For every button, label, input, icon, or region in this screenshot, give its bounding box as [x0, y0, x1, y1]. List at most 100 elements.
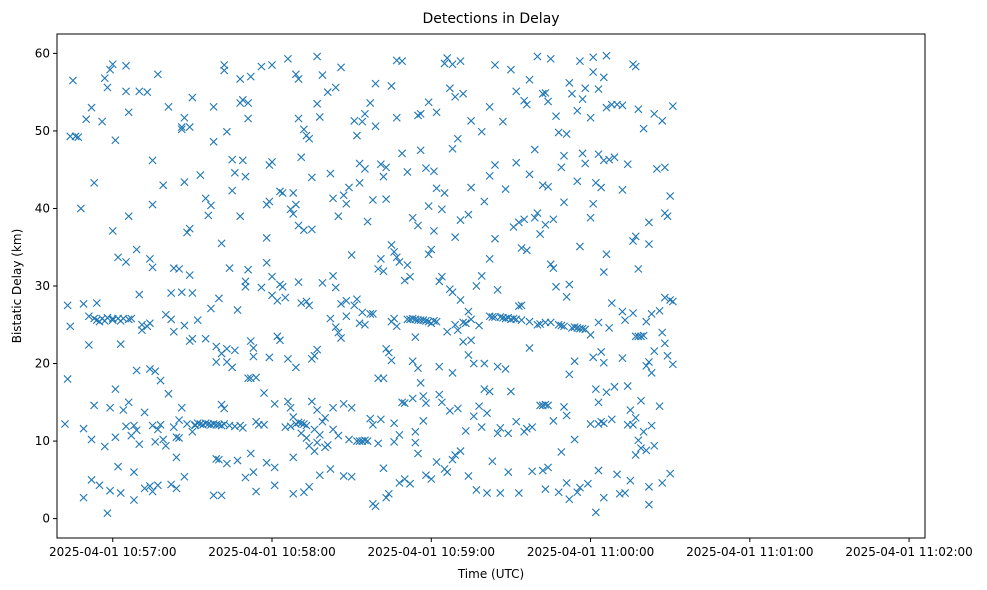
data-point	[435, 390, 444, 399]
data-point	[268, 272, 276, 281]
data-point	[222, 459, 231, 468]
data-point	[238, 156, 247, 165]
data-point	[252, 487, 261, 496]
data-point	[124, 108, 133, 117]
data-point	[321, 413, 330, 422]
data-point	[490, 234, 499, 243]
data-point	[416, 109, 425, 118]
data-point	[565, 370, 574, 379]
data-point	[159, 435, 168, 444]
data-point	[578, 95, 587, 104]
data-point	[668, 102, 677, 111]
data-point	[414, 364, 422, 373]
x-axis: 2025-04-01 10:57:00 2025-04-01 10:58:00 20…	[49, 538, 973, 559]
data-point	[337, 63, 346, 72]
data-point	[525, 317, 534, 326]
x-tick-label: 2025-04-01 10:58:00	[208, 545, 335, 559]
data-point	[605, 323, 614, 332]
data-point	[406, 272, 415, 281]
data-point	[398, 398, 407, 407]
data-point	[528, 467, 537, 476]
data-point	[483, 409, 492, 418]
data-point	[291, 200, 300, 209]
data-point	[432, 108, 441, 117]
data-point	[464, 210, 473, 219]
data-point	[573, 488, 582, 497]
data-point	[586, 420, 595, 429]
data-point	[533, 320, 542, 329]
data-point	[294, 74, 303, 83]
data-point	[360, 109, 369, 118]
data-point	[429, 226, 438, 235]
data-point	[347, 250, 356, 259]
data-point	[634, 105, 643, 114]
data-point	[477, 271, 486, 280]
data-point	[167, 288, 176, 297]
data-point	[382, 163, 391, 172]
data-point	[610, 382, 619, 391]
data-point	[411, 438, 420, 447]
data-point	[148, 200, 157, 209]
data-point	[183, 228, 192, 237]
data-point	[538, 89, 547, 98]
data-point	[403, 168, 412, 177]
data-point	[414, 111, 422, 120]
data-point	[435, 277, 444, 286]
data-point	[177, 123, 186, 132]
data-point	[222, 344, 231, 353]
data-point	[668, 297, 677, 306]
data-point	[668, 360, 677, 369]
data-point	[453, 326, 462, 335]
data-point	[108, 226, 117, 235]
data-point	[414, 221, 422, 230]
data-point	[148, 156, 157, 165]
data-point	[427, 245, 436, 254]
data-point	[554, 128, 563, 137]
data-point	[517, 301, 526, 310]
data-point	[233, 456, 242, 465]
data-point	[536, 320, 545, 328]
data-point	[411, 333, 420, 342]
data-point	[570, 357, 579, 366]
data-point	[504, 468, 513, 477]
data-point	[421, 164, 430, 173]
data-point	[448, 368, 457, 377]
data-point	[337, 299, 346, 308]
data-point	[520, 96, 529, 105]
data-point	[647, 368, 656, 377]
data-point	[209, 102, 218, 111]
data-point	[82, 115, 91, 124]
data-point	[400, 276, 409, 285]
data-point	[453, 404, 462, 413]
data-point	[244, 374, 253, 383]
data-point	[546, 54, 555, 63]
data-point	[419, 416, 428, 425]
data-point	[411, 427, 420, 436]
data-point	[560, 322, 568, 331]
data-point	[281, 293, 290, 302]
data-point	[501, 185, 510, 194]
data-point	[594, 466, 603, 475]
data-point	[554, 488, 563, 497]
data-point	[424, 98, 433, 107]
data-point	[419, 392, 428, 401]
data-point	[212, 454, 221, 463]
data-point	[512, 417, 521, 426]
data-point	[214, 294, 223, 303]
data-point	[352, 131, 361, 140]
data-point	[291, 363, 300, 372]
data-point	[599, 268, 608, 277]
data-point	[148, 263, 157, 272]
data-point	[92, 316, 101, 325]
data-point	[310, 447, 319, 456]
data-point	[209, 491, 218, 500]
data-point	[188, 427, 197, 436]
data-point	[570, 323, 579, 332]
y-tick-label: 50	[35, 124, 50, 138]
data-point	[127, 314, 136, 323]
data-point	[87, 475, 96, 484]
data-point	[552, 112, 561, 121]
data-point	[403, 261, 412, 270]
data-point	[650, 347, 659, 356]
data-point	[408, 213, 417, 222]
